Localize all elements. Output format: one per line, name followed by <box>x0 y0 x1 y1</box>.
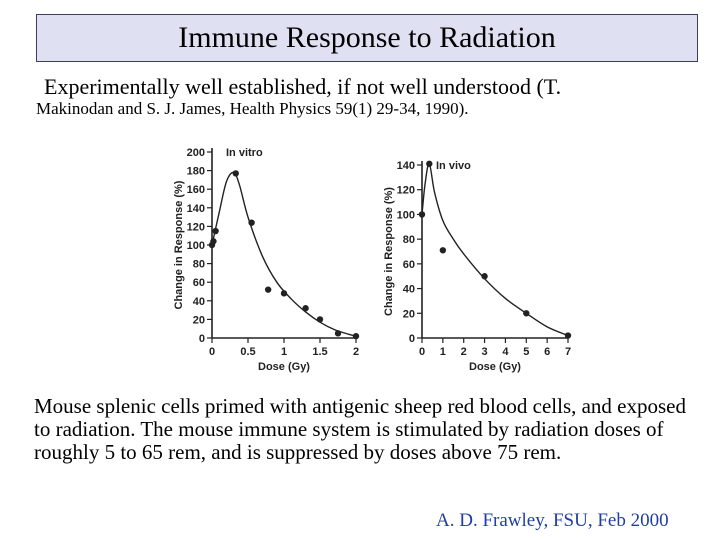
x-tick-label: 0.5 <box>240 346 255 358</box>
y-tick-label: 20 <box>403 308 415 320</box>
data-point <box>316 316 324 323</box>
data-point <box>280 290 288 297</box>
y-tick-label: 180 <box>187 166 205 178</box>
y-tick-label: 80 <box>193 259 205 271</box>
y-tick-label: 80 <box>403 234 415 246</box>
x-tick-label: 2 <box>461 346 467 358</box>
data-point <box>564 332 572 339</box>
data-point <box>232 170 239 177</box>
y-tick-label: 0 <box>409 333 415 345</box>
y-tick-label: 200 <box>187 147 205 159</box>
y-tick-label: 140 <box>397 160 415 172</box>
y-tick-label: 160 <box>187 184 205 196</box>
data-point <box>264 286 272 293</box>
y-axis-label: Change in Response (%) <box>173 180 185 309</box>
x-tick-label: 1 <box>281 346 287 358</box>
data-point <box>212 227 219 235</box>
data-point <box>426 160 433 167</box>
data-point <box>334 330 342 337</box>
data-point <box>352 332 360 340</box>
y-axis-label: Change in Response (%) <box>383 187 395 316</box>
data-point <box>439 247 447 254</box>
panel-title: In vitro <box>226 147 263 159</box>
y-tick-label: 100 <box>397 209 415 221</box>
y-tick-label: 60 <box>193 277 205 289</box>
slide-title: Immune Response to Radiation <box>178 21 556 54</box>
data-point <box>481 273 488 280</box>
caption-text: Mouse splenic cells primed with antigeni… <box>34 394 686 464</box>
y-tick-label: 120 <box>187 221 205 233</box>
x-tick-label: 7 <box>565 346 571 358</box>
chart-in-vitro: 0 20 40 60 80 100 120 140 160 180 200 0 0.5 1 1.5 2 Dose… <box>173 147 360 373</box>
panel-title: In vivo <box>436 160 471 172</box>
y-tick-label: 20 <box>193 314 205 326</box>
y-tick-label: 140 <box>187 203 205 215</box>
x-axis-label: Dose (Gy) <box>469 361 521 373</box>
data-point <box>523 310 530 317</box>
data-point <box>418 211 426 218</box>
subtitle-line-1: Experimentally well established, if not … <box>44 74 562 99</box>
x-tick-label: 1.5 <box>312 346 327 358</box>
chart-in-vivo: 0 20 40 60 80 100 120 140 0 1 2 3 4 5 6 7 Dose (Gy) Chang… <box>383 160 572 373</box>
y-tick-label: 120 <box>397 185 415 197</box>
y-tick-label: 40 <box>403 284 415 296</box>
credit-text: A. D. Frawley, FSU, Feb 2000 <box>436 510 669 531</box>
y-tick-label: 100 <box>187 240 205 252</box>
data-point <box>248 219 255 226</box>
y-tick-label: 60 <box>403 259 415 271</box>
x-tick-label: 0 <box>209 346 215 358</box>
y-tick-label: 0 <box>199 333 205 345</box>
x-axis-label: Dose (Gy) <box>258 361 310 373</box>
slide-title-box: Immune Response to Radiation <box>36 14 698 62</box>
x-tick-label: 3 <box>482 346 488 358</box>
x-tick-label: 4 <box>502 346 509 358</box>
y-tick-label: 40 <box>193 296 205 308</box>
series-curve <box>211 171 357 337</box>
x-tick-label: 6 <box>544 346 550 358</box>
x-tick-label: 5 <box>523 346 529 358</box>
x-tick-label: 0 <box>419 346 425 358</box>
x-tick-label: 1 <box>440 346 446 358</box>
x-tick-label: 2 <box>353 346 359 358</box>
data-point <box>302 305 309 312</box>
subtitle-line-2: Makinodan and S. J. James, Health Physic… <box>36 99 469 118</box>
data-point <box>210 238 217 245</box>
